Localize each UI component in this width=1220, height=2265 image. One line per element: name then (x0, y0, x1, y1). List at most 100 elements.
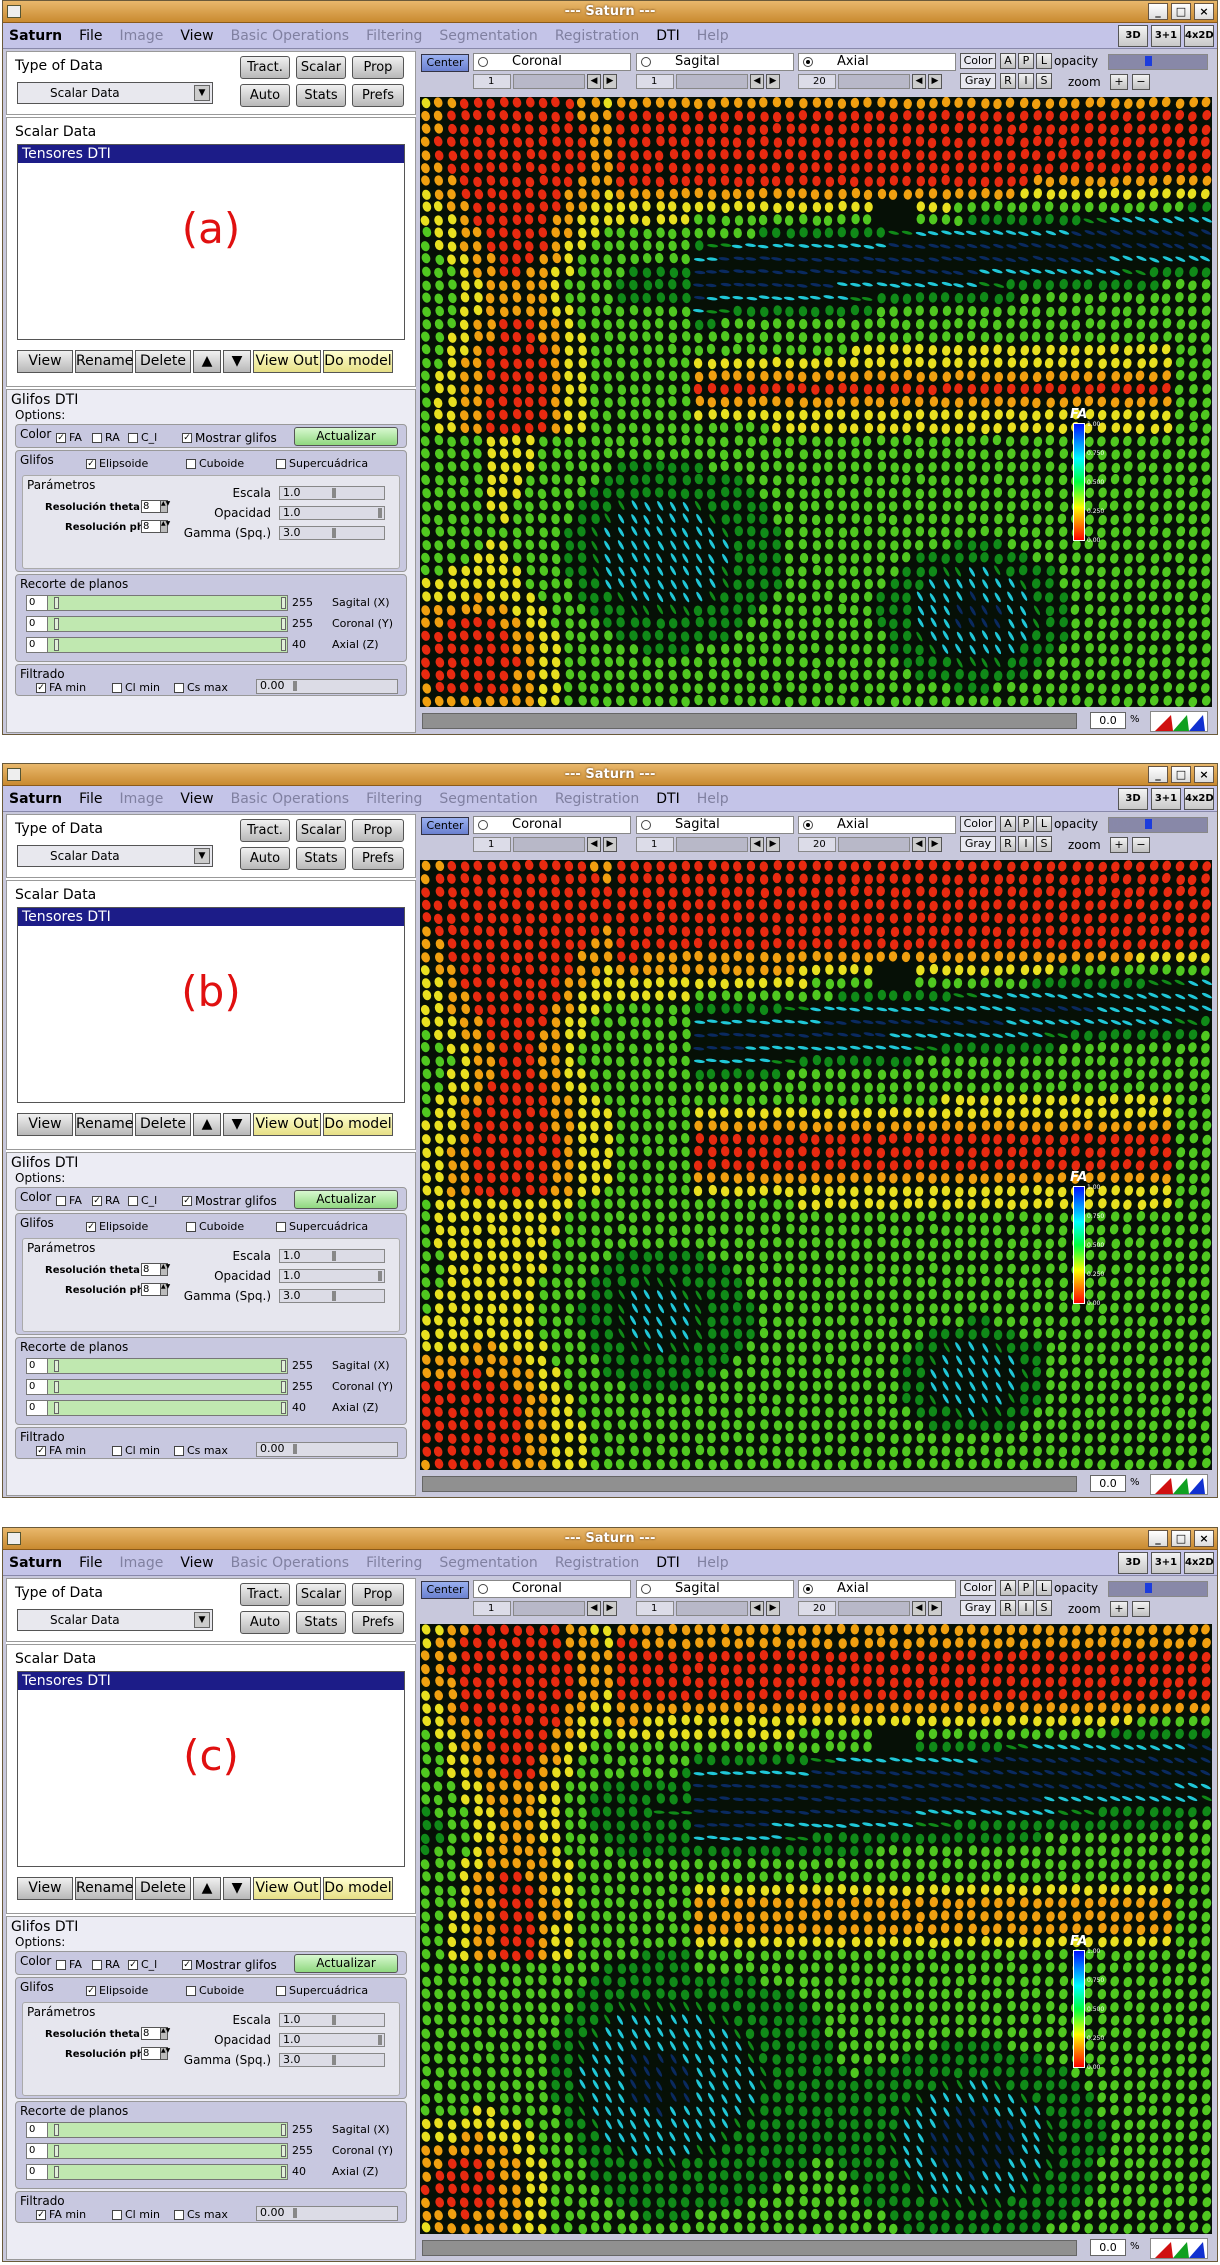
axial-radio[interactable]: Axial (798, 53, 956, 71)
maximize-icon[interactable]: □ (1171, 3, 1191, 20)
prop-button[interactable]: Prop (352, 56, 404, 79)
axial-range-slider[interactable]: 0 (26, 637, 288, 653)
menu-item-image[interactable]: Image (119, 790, 164, 807)
r-button[interactable]: R (1000, 73, 1016, 89)
coronal-range-slider[interactable]: 0 (26, 616, 288, 632)
minimize-icon[interactable]: _ (1148, 3, 1168, 20)
view-out-button[interactable]: View Out (253, 350, 321, 373)
view-3d-button[interactable]: 3D (1118, 788, 1148, 810)
auto-button[interactable]: Auto (240, 84, 290, 107)
gray-button[interactable]: Gray (960, 73, 996, 89)
slider-thumb[interactable] (281, 1360, 286, 1372)
view-3plus1-button[interactable]: 3+1 (1151, 25, 1181, 47)
sagital-range-slider[interactable]: 0 (26, 1358, 288, 1374)
zoom-in-button[interactable]: + (1110, 837, 1128, 853)
res-phi-spinner[interactable]: 8 ▲▼ (141, 520, 170, 533)
menu-item-filtering[interactable]: Filtering (366, 27, 423, 44)
sagital-slice-slider[interactable] (676, 74, 748, 89)
slider-thumb[interactable] (281, 618, 286, 630)
arrow-right-icon[interactable]: ▶ (766, 837, 780, 852)
slider-thumb[interactable] (54, 1402, 59, 1414)
sagital-slice-field[interactable]: 1 (636, 837, 674, 852)
escala-slider[interactable]: 1.0 (279, 1249, 385, 1263)
slider-thumb[interactable] (332, 1251, 336, 1261)
spinner-arrows-icon[interactable]: ▲▼ (160, 500, 170, 513)
coronal-min[interactable]: 0 (26, 1379, 48, 1395)
menu-item-image[interactable]: Image (119, 27, 164, 44)
close-icon[interactable]: × (1194, 3, 1214, 20)
ra-checkbox[interactable]: ✓ RA (92, 1194, 120, 1207)
scalar-data-list[interactable]: Tensores DTI (17, 144, 405, 340)
menu-item-help[interactable]: Help (696, 790, 729, 807)
view-4x2d-button[interactable]: 4x2D (1184, 788, 1214, 810)
menu-item-saturn[interactable]: Saturn (9, 790, 63, 807)
i-button[interactable]: I (1018, 73, 1034, 89)
menu-item-registration[interactable]: Registration (554, 27, 640, 44)
zoom-out-button[interactable]: − (1132, 837, 1150, 853)
cl-min-checkbox[interactable]: Cl min (112, 1444, 160, 1457)
auto-button[interactable]: Auto (240, 847, 290, 870)
arrow-left-icon[interactable]: ◀ (750, 837, 764, 852)
slider-thumb[interactable] (378, 508, 382, 518)
slider-thumb[interactable] (332, 1291, 336, 1301)
l-button[interactable]: L (1036, 816, 1052, 832)
arrow-right-icon[interactable]: ▶ (928, 74, 942, 89)
axial-slice-field[interactable]: 20 (798, 74, 836, 89)
slider-thumb[interactable] (281, 1381, 286, 1393)
slider-thumb[interactable] (54, 1381, 59, 1393)
coronal-slice-field[interactable]: 1 (473, 74, 511, 89)
window-menu-icon[interactable] (7, 768, 21, 781)
move-down-icon[interactable]: ▼ (223, 350, 251, 373)
type-of-data-select[interactable]: Scalar Data ▼ (17, 82, 213, 104)
center-button[interactable]: Center (421, 817, 469, 835)
gamma-slider[interactable]: 3.0 (279, 526, 385, 540)
filter-value-slider[interactable]: 0.00 (256, 679, 398, 694)
s-button[interactable]: S (1036, 73, 1052, 89)
axial-min[interactable]: 0 (26, 637, 48, 653)
view-button[interactable]: View (17, 350, 73, 373)
cuboide-checkbox[interactable]: Cuboide (186, 457, 244, 470)
arrow-left-icon[interactable]: ◀ (912, 837, 926, 852)
axial-range-slider[interactable]: 0 (26, 1400, 288, 1416)
title-bar[interactable]: --- Saturn --- _ □ × (3, 764, 1217, 786)
opacity-slider[interactable]: 0.0 (1108, 54, 1208, 70)
slider-thumb[interactable] (281, 1402, 286, 1414)
coronal-min[interactable]: 0 (26, 616, 48, 632)
mostrar-glifos-checkbox[interactable]: ✓ Mostrar glifos (182, 1194, 277, 1208)
menu-item-help[interactable]: Help (696, 27, 729, 44)
res-theta-spinner[interactable]: 8 ▲▼ (141, 500, 170, 513)
move-up-icon[interactable]: ▲ (193, 1113, 221, 1136)
slider-thumb[interactable] (54, 1360, 59, 1372)
tract-button[interactable]: Tract. (240, 56, 290, 79)
menu-item-registration[interactable]: Registration (554, 790, 640, 807)
delete-button[interactable]: Delete (135, 1113, 191, 1136)
list-item[interactable]: Tensores DTI (18, 908, 404, 926)
scalar-button[interactable]: Scalar (296, 819, 346, 842)
glyph-field[interactable] (420, 860, 1212, 1470)
cl-min-checkbox[interactable]: Cl min (112, 681, 160, 694)
move-down-icon[interactable]: ▼ (223, 1113, 251, 1136)
slider-thumb[interactable] (54, 618, 59, 630)
fa-min-checkbox[interactable]: ✓ FA min (36, 1444, 86, 1457)
dti-glyph-render[interactable]: FA 1.00 0.750 0.500 0.250 0.00 (420, 97, 1212, 707)
escala-slider[interactable]: 1.0 (279, 486, 385, 500)
sagital-min[interactable]: 0 (26, 595, 48, 611)
menu-item-file[interactable]: File (79, 27, 103, 44)
minimize-icon[interactable]: _ (1148, 766, 1168, 783)
move-up-icon[interactable]: ▲ (193, 350, 221, 373)
axial-slice-slider[interactable] (838, 837, 910, 852)
list-item[interactable]: Tensores DTI (18, 145, 404, 163)
coronal-slice-slider[interactable] (513, 837, 585, 852)
sagital-range-slider[interactable]: 0 (26, 595, 288, 611)
slider-thumb[interactable] (54, 639, 59, 651)
zoom-out-button[interactable]: − (1132, 74, 1150, 90)
slider-thumb[interactable] (332, 528, 336, 538)
arrow-left-icon[interactable]: ◀ (587, 74, 601, 89)
gray-button[interactable]: Gray (960, 836, 996, 852)
menu-item-filtering[interactable]: Filtering (366, 790, 423, 807)
menu-item-segmentation[interactable]: Segmentation (439, 790, 538, 807)
chevron-down-icon[interactable]: ▼ (194, 848, 210, 864)
tract-button[interactable]: Tract. (240, 819, 290, 842)
spinner-arrows-icon[interactable]: ▲▼ (160, 1263, 170, 1276)
arrow-right-icon[interactable]: ▶ (603, 837, 617, 852)
